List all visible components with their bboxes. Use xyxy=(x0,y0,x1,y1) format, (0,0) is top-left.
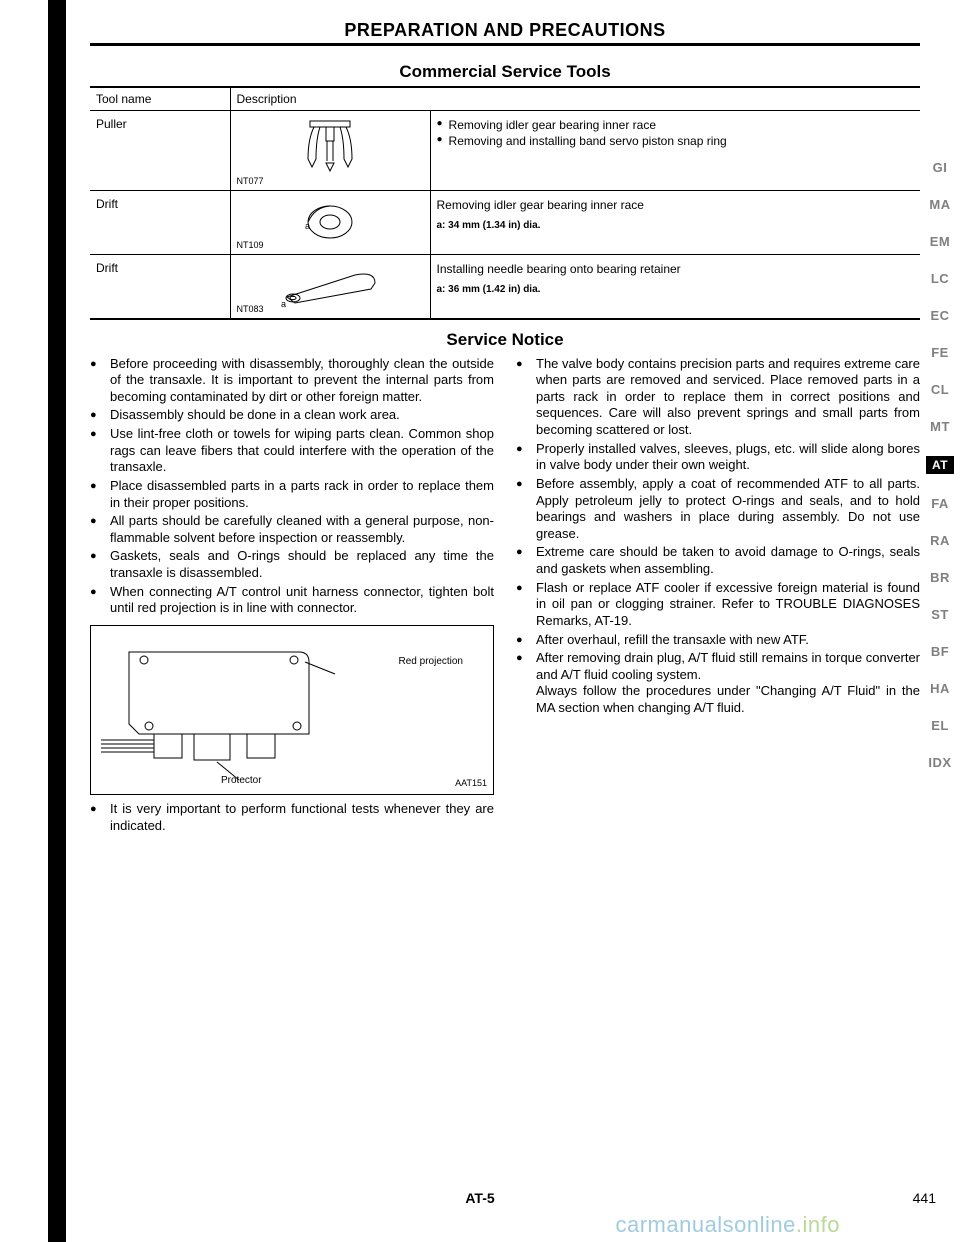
list-item: Before proceeding with disassembly, thor… xyxy=(110,356,494,406)
list-item: Gaskets, seals and O-rings should be rep… xyxy=(110,548,494,581)
page-number-center: AT-5 xyxy=(0,1190,960,1206)
side-index: GI MA EM LC EC FE CL MT AT FA RA BR ST B… xyxy=(926,160,954,792)
side-ha: HA xyxy=(926,681,954,696)
rule xyxy=(90,43,920,46)
nt-code: NT083 xyxy=(237,304,264,314)
puller-icon xyxy=(290,119,370,181)
tool-name: Puller xyxy=(90,111,230,191)
tools-title: Commercial Service Tools xyxy=(90,62,920,82)
side-idx: IDX xyxy=(926,755,954,770)
list-item: Disassembly should be done in a clean wo… xyxy=(110,407,494,424)
desc-text: Installing needle bearing onto bearing r… xyxy=(437,261,915,277)
table-row: Drift a NT083 Installing needle bearing … xyxy=(90,255,920,319)
th-name: Tool name xyxy=(90,87,230,111)
tool-desc: Installing needle bearing onto bearing r… xyxy=(430,255,920,319)
list-item: After removing drain plug, A/T fluid sti… xyxy=(536,650,920,717)
side-at-active: AT xyxy=(926,456,954,474)
list-item: The valve body contains precision parts … xyxy=(536,356,920,439)
table-row: Puller NT077 ●Removing idler gear bearin… xyxy=(90,111,920,191)
list-item: After overhaul, refill the transaxle wit… xyxy=(536,632,920,649)
side-em: EM xyxy=(926,234,954,249)
two-column-body: ●Before proceeding with disassembly, tho… xyxy=(90,356,920,835)
left-column: ●Before proceeding with disassembly, tho… xyxy=(90,356,494,835)
side-mt: MT xyxy=(926,419,954,434)
drift-rod-icon: a xyxy=(275,263,385,307)
table-row: Drift a NT109 Removing idler gear bearin… xyxy=(90,191,920,255)
spec-text: a: 36 mm (1.42 in) dia. xyxy=(437,283,915,297)
side-fa: FA xyxy=(926,496,954,511)
notice-title: Service Notice xyxy=(90,330,920,350)
footer-bullet: ● It is very important to perform functi… xyxy=(90,801,494,834)
side-lc: LC xyxy=(926,271,954,286)
side-br: BR xyxy=(926,570,954,585)
page-content: PREPARATION AND PRECAUTIONS Commercial S… xyxy=(90,20,920,834)
watermark-b: .info xyxy=(796,1212,840,1237)
side-fe: FE xyxy=(926,345,954,360)
list-item: All parts should be carefully cleaned wi… xyxy=(110,513,494,546)
spec-text: a: 34 mm (1.34 in) dia. xyxy=(437,219,915,233)
binding-bar xyxy=(48,0,66,1242)
svg-text:a: a xyxy=(281,299,286,307)
tool-name: Drift xyxy=(90,255,230,319)
svg-text:a: a xyxy=(305,221,310,231)
nt-code: NT109 xyxy=(237,240,264,250)
nt-code: NT077 xyxy=(237,176,264,186)
watermark-a: carmanualsonline xyxy=(615,1212,795,1237)
list-item: Use lint-free cloth or towels for wiping… xyxy=(110,426,494,476)
protector-label: Protector xyxy=(221,775,262,788)
tool-desc: ●Removing idler gear bearing inner race … xyxy=(430,111,920,191)
red-proj-label: Red projection xyxy=(399,656,463,667)
right-column: ●The valve body contains precision parts… xyxy=(516,356,920,835)
side-st: ST xyxy=(926,607,954,622)
side-ra: RA xyxy=(926,533,954,548)
list-item: Flash or replace ATF cooler if excessive… xyxy=(536,580,920,630)
tool-illustration: a NT109 xyxy=(230,191,430,255)
list-item: Extreme care should be taken to avoid da… xyxy=(536,544,920,577)
side-bf: BF xyxy=(926,644,954,659)
side-el: EL xyxy=(926,718,954,733)
list-item: Place disassembled parts in a parts rack… xyxy=(110,478,494,511)
desc-text: Removing idler gear bearing inner race xyxy=(437,197,915,213)
tool-name: Drift xyxy=(90,191,230,255)
watermark: carmanualsonline.info xyxy=(615,1212,840,1238)
page-number-right: 441 xyxy=(913,1190,936,1206)
connector-diagram: Red projection Protector AAT151 xyxy=(90,625,494,795)
diagram-code: AAT151 xyxy=(455,778,487,790)
desc-text: Removing idler gear bearing inner race xyxy=(449,117,656,133)
side-gi: GI xyxy=(926,160,954,175)
desc-text: Removing and installing band servo pisto… xyxy=(449,133,727,149)
side-ec: EC xyxy=(926,308,954,323)
tool-illustration: NT077 xyxy=(230,111,430,191)
side-cl: CL xyxy=(926,382,954,397)
drift-icon: a xyxy=(295,199,365,245)
section-title: PREPARATION AND PRECAUTIONS xyxy=(90,20,920,43)
tool-illustration: a NT083 xyxy=(230,255,430,319)
list-item: When connecting A/T control unit harness… xyxy=(110,584,494,617)
tool-desc: Removing idler gear bearing inner race a… xyxy=(430,191,920,255)
side-ma: MA xyxy=(926,197,954,212)
th-desc: Description xyxy=(230,87,920,111)
list-item: It is very important to perform function… xyxy=(110,801,494,834)
list-item: Properly installed valves, sleeves, plug… xyxy=(536,441,920,474)
list-item: Before assembly, apply a coat of recomme… xyxy=(536,476,920,543)
tools-table: Tool name Description Puller NT077 ●Remo… xyxy=(90,86,920,320)
